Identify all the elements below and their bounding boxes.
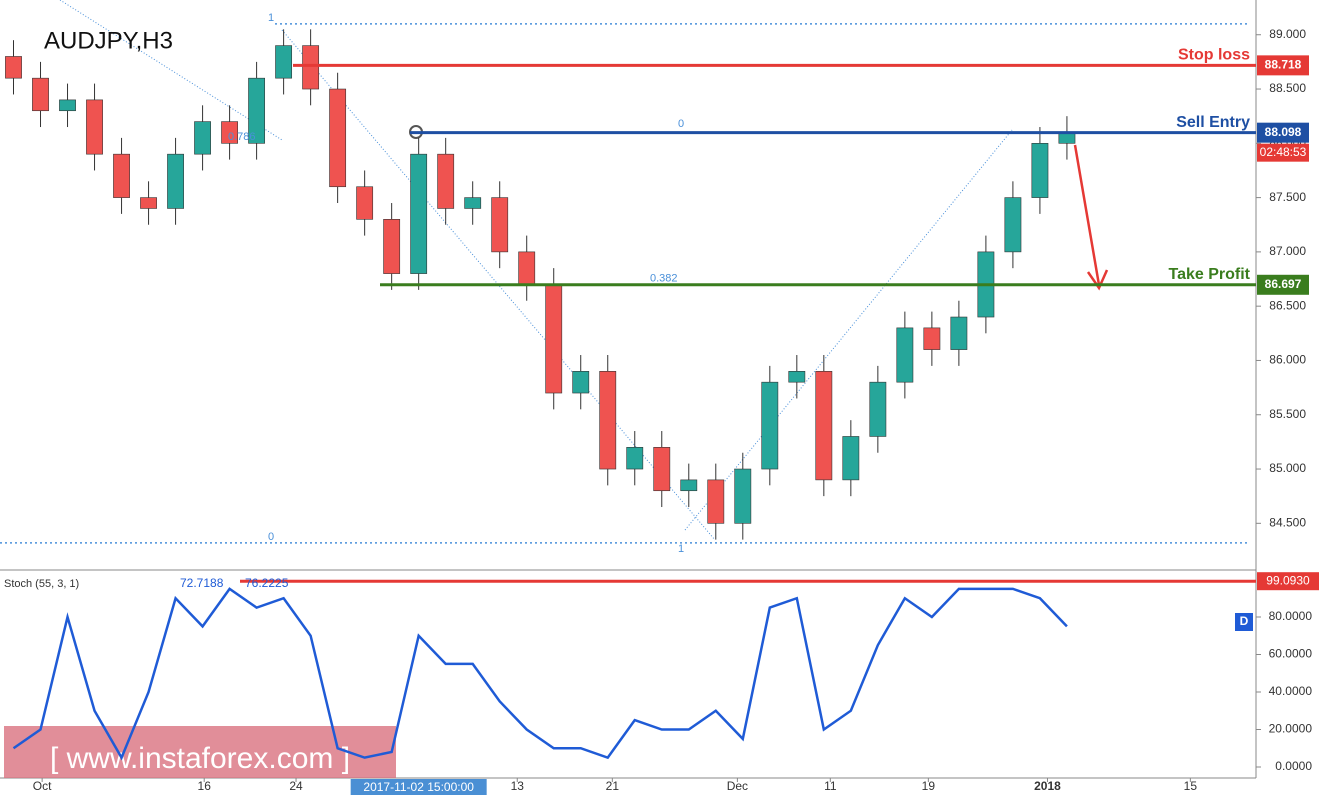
fib-diagonal xyxy=(281,29,716,541)
badge-bg xyxy=(1235,613,1253,631)
candle-body xyxy=(869,381,887,437)
level-label: 99.0930 xyxy=(1266,573,1310,587)
fib-label: 0 xyxy=(268,531,274,543)
fib-diagonal xyxy=(684,129,1013,531)
fib-label: 1 xyxy=(678,543,684,555)
y-tick-label: 85.500 xyxy=(1269,407,1306,421)
level-badge xyxy=(1257,572,1319,591)
candle-body xyxy=(734,468,752,524)
crosshair-label: 2017-11-02 15:00:00 xyxy=(363,780,474,794)
x-tick-label: 16 xyxy=(198,779,212,793)
level-name: Take Profit xyxy=(1169,266,1251,283)
price-badge-label: 88.718 xyxy=(1265,58,1302,72)
fib-label: 0 xyxy=(678,118,684,130)
fib-label: 1 xyxy=(268,12,274,24)
candle-body xyxy=(86,99,103,155)
candle-body xyxy=(221,121,238,144)
candle-body xyxy=(113,153,130,198)
candle-body xyxy=(572,371,590,394)
candle-body xyxy=(599,371,617,470)
crosshair-badge xyxy=(350,779,487,795)
candle-body xyxy=(194,121,211,155)
price-badge xyxy=(1257,122,1309,143)
countdown: 02:48:53 xyxy=(1260,145,1307,159)
candle-body xyxy=(59,99,76,112)
price-badge-label: 88.098 xyxy=(1265,125,1302,139)
y-tick-label: 88.500 xyxy=(1269,81,1306,95)
indicator-value: 76.2225 xyxy=(245,576,289,590)
stoch-line xyxy=(12,587,1068,761)
candle-body xyxy=(464,197,482,209)
x-tick-label: 21 xyxy=(606,779,620,793)
candle-body xyxy=(248,77,266,144)
candle-body xyxy=(356,186,374,220)
candle-body xyxy=(923,327,941,350)
candle-body xyxy=(761,381,779,470)
candle-body xyxy=(518,251,536,285)
candle-body xyxy=(680,479,698,492)
indicator-value: 72.7188 xyxy=(180,576,224,590)
candle-body xyxy=(1031,143,1049,198)
y-tick-label: 87.000 xyxy=(1269,244,1306,258)
candle-body xyxy=(842,436,860,481)
candle-body xyxy=(275,45,293,79)
y-tick-label: 86.000 xyxy=(1269,353,1306,367)
y-tick-label: 89.000 xyxy=(1269,27,1306,41)
x-tick-label: Dec xyxy=(727,779,748,793)
countdown-badge xyxy=(1257,143,1309,162)
fib-label: 0.786 xyxy=(228,131,256,143)
candle-body xyxy=(491,197,509,253)
candle-body xyxy=(329,88,347,188)
y-tick-label: 20.0000 xyxy=(1269,722,1313,736)
candle-body xyxy=(707,479,725,524)
candle-body xyxy=(32,77,49,112)
candle-body xyxy=(140,197,157,209)
x-tick-label: 11 xyxy=(824,779,837,793)
candle-body xyxy=(410,153,428,274)
candle-body xyxy=(545,284,563,394)
badge: D xyxy=(1240,614,1249,628)
candle-body xyxy=(5,56,22,79)
y-tick-label: 85.000 xyxy=(1269,461,1306,475)
candle-body xyxy=(896,327,914,383)
candle-body xyxy=(626,447,644,470)
chart-title: AUDJPY,H3 xyxy=(44,27,173,54)
watermark: [ www.instaforex.com ] xyxy=(50,742,350,775)
y-tick-label: 40.0000 xyxy=(1269,684,1313,698)
candle-body xyxy=(815,371,833,481)
x-tick-label: 15 xyxy=(1184,779,1198,793)
candle-body xyxy=(383,219,401,274)
y-tick-label: 87.500 xyxy=(1269,190,1306,204)
price-badge xyxy=(1257,274,1309,295)
indicator-title: Stoch (55, 3, 1) xyxy=(4,578,79,590)
x-tick-label: 24 xyxy=(289,779,303,793)
arrow xyxy=(1073,144,1109,291)
y-tick-label: 84.500 xyxy=(1269,515,1306,529)
candle-body xyxy=(653,447,671,492)
y-tick-label: 60.0000 xyxy=(1269,647,1313,661)
watermark-bg xyxy=(4,726,396,778)
x-tick-label: 2018 xyxy=(1034,779,1061,793)
x-tick-label: 19 xyxy=(922,779,936,793)
level-name: Sell Entry xyxy=(1176,114,1250,131)
y-tick-label: 0.0000 xyxy=(1275,759,1312,773)
price-badge-label: 86.697 xyxy=(1265,277,1302,291)
fib-label: 0.382 xyxy=(650,273,678,285)
y-tick-label: 86.500 xyxy=(1269,298,1306,312)
candle-body xyxy=(950,316,968,350)
candle-body xyxy=(167,153,184,209)
price-badge xyxy=(1257,55,1309,76)
level-name: Stop loss xyxy=(1178,47,1250,64)
x-tick-label: Oct xyxy=(33,779,52,793)
candle-body xyxy=(788,371,806,383)
y-tick-label: 80.0000 xyxy=(1269,609,1313,623)
candle-body xyxy=(302,45,320,90)
candle-body xyxy=(437,153,455,209)
candle-body xyxy=(1004,197,1022,253)
x-tick-label: 13 xyxy=(511,779,525,793)
